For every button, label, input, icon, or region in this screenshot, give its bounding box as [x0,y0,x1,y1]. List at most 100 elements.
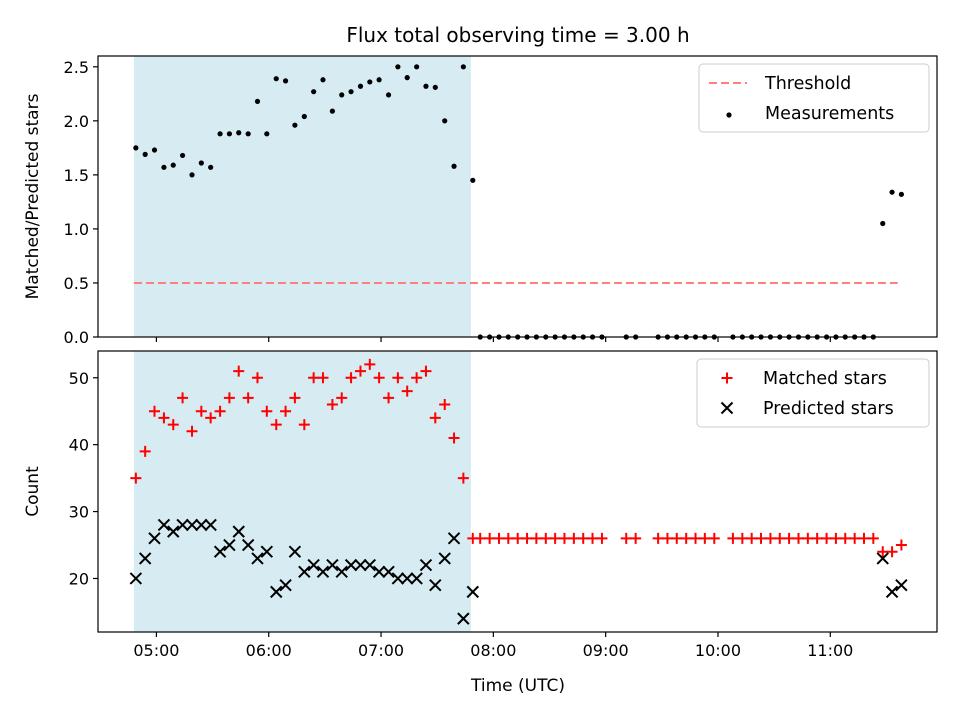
data-point [392,372,404,384]
shaded-span [133,351,471,632]
data-point [292,122,298,128]
data-point [457,612,470,625]
data-point [251,552,264,565]
data-point [484,532,496,544]
data-point [671,532,683,544]
data-point [448,432,460,444]
data-point [326,558,339,572]
data-point [301,113,307,120]
legend-label: Measurements [765,104,894,124]
y-tick-label: 20 [69,569,89,588]
data-point [382,565,395,578]
data-point [410,572,423,585]
data-point [400,572,414,585]
data-point [432,84,438,90]
data-point [186,425,198,437]
ratio-panel: 0.0 0.5 1.0 1.5 2.0 2.5 Matched/Predicted star… [23,55,938,347]
data-point [889,189,895,195]
x-tick-label: 08:00 [470,641,516,660]
data-point [690,532,702,544]
data-point [151,147,158,153]
data-point [195,405,207,417]
data-point [148,405,160,417]
y-tick-label: 0.5 [64,274,89,293]
data-point [214,405,226,417]
data-point [251,372,263,384]
data-point [329,108,336,114]
data-point [344,558,358,572]
data-point [167,419,179,431]
chart-title: Flux total observing time = 3.00 h [346,23,689,47]
x-tick-label: 10:00 [695,641,741,660]
data-point [867,532,879,544]
y-axis-label: Matched/Predicted stars [23,93,43,299]
data-point [420,365,432,377]
data-point [895,539,907,551]
data-point [680,532,692,544]
legend-label: Matched stars [763,369,887,389]
data-point [232,525,245,538]
data-point [348,89,354,95]
data-point [549,532,561,544]
data-point [279,578,292,592]
data-point [587,532,599,544]
data-point [245,131,251,137]
data-point [226,131,233,137]
data-point [885,585,899,599]
data-point [130,472,142,484]
data-point [429,578,442,592]
data-point [270,419,282,431]
x-tick-label: 11:00 [807,641,853,660]
data-point [223,392,235,404]
data-point [466,585,480,599]
data-point [401,385,413,397]
data-point [395,64,401,70]
data-point [423,83,429,89]
data-point [372,565,386,578]
data-point [138,552,152,565]
data-point [457,472,469,484]
data-point [414,64,420,70]
y-tick-label: 1.0 [64,220,89,239]
legend-label: Predicted stars [763,399,894,419]
data-point [236,130,242,136]
data-point [373,372,385,384]
axes-frame [97,55,938,338]
data-point [411,372,423,384]
data-point [270,585,283,599]
data-point [177,392,189,404]
data-point [298,565,311,578]
data-point [839,532,851,544]
legend-swatch [726,112,732,118]
legend: Threshold Measurements [698,63,930,133]
data-point [208,164,214,170]
data-point [308,372,320,384]
data-point [708,532,720,544]
data-point [558,532,570,544]
data-point [451,163,457,169]
data-point [241,538,255,552]
y-tick-label: 2.5 [64,58,89,77]
y-tick-label: 30 [69,503,89,522]
data-point [354,558,367,572]
data-point [289,392,301,404]
data-point [288,545,302,558]
data-point [783,532,795,544]
data-point [176,518,189,532]
data-point [877,546,889,558]
data-point [213,545,227,558]
y-tick-label: 2.0 [64,112,89,131]
y-tick-label: 0.0 [64,328,89,347]
data-point [699,532,711,544]
data-point [273,76,279,82]
y-tick-label: 1.5 [64,166,89,185]
data-point [179,152,186,159]
data-point [223,538,236,552]
data-point [307,558,320,572]
data-point [438,552,451,565]
data-point [157,518,171,532]
data-point [661,532,673,544]
x-tick-label: 05:00 [133,641,179,660]
data-point [204,518,217,532]
